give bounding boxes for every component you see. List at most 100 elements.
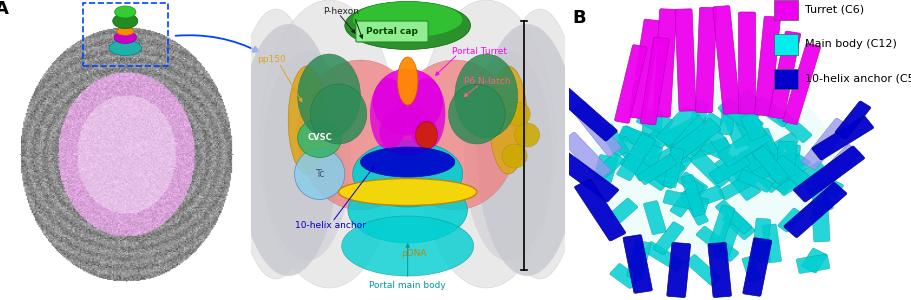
FancyBboxPatch shape xyxy=(739,12,755,114)
Ellipse shape xyxy=(114,32,137,44)
Ellipse shape xyxy=(344,2,471,50)
FancyBboxPatch shape xyxy=(613,136,655,177)
Bar xyxy=(774,34,798,55)
FancyBboxPatch shape xyxy=(663,148,684,188)
FancyBboxPatch shape xyxy=(617,134,656,181)
FancyBboxPatch shape xyxy=(623,235,652,293)
FancyBboxPatch shape xyxy=(759,153,805,193)
FancyBboxPatch shape xyxy=(778,208,804,232)
FancyBboxPatch shape xyxy=(675,9,696,111)
FancyBboxPatch shape xyxy=(562,132,611,180)
Ellipse shape xyxy=(455,54,517,138)
FancyBboxPatch shape xyxy=(773,155,810,186)
FancyBboxPatch shape xyxy=(722,210,755,240)
FancyBboxPatch shape xyxy=(736,116,771,159)
FancyBboxPatch shape xyxy=(685,100,710,142)
FancyBboxPatch shape xyxy=(643,242,685,272)
FancyBboxPatch shape xyxy=(777,161,825,196)
FancyBboxPatch shape xyxy=(597,153,625,178)
FancyBboxPatch shape xyxy=(754,16,781,116)
FancyBboxPatch shape xyxy=(667,242,691,298)
Ellipse shape xyxy=(361,147,455,177)
Text: P-hexon: P-hexon xyxy=(322,8,359,16)
FancyBboxPatch shape xyxy=(793,146,865,202)
FancyBboxPatch shape xyxy=(721,105,753,148)
Ellipse shape xyxy=(590,72,836,258)
FancyBboxPatch shape xyxy=(681,189,709,225)
FancyBboxPatch shape xyxy=(752,218,771,260)
Ellipse shape xyxy=(113,14,138,28)
FancyBboxPatch shape xyxy=(754,128,784,171)
FancyBboxPatch shape xyxy=(356,21,428,42)
Ellipse shape xyxy=(298,54,361,138)
FancyBboxPatch shape xyxy=(619,153,670,190)
FancyBboxPatch shape xyxy=(753,97,792,127)
FancyBboxPatch shape xyxy=(691,185,724,208)
Ellipse shape xyxy=(505,102,530,126)
FancyBboxPatch shape xyxy=(710,205,735,244)
FancyBboxPatch shape xyxy=(738,148,767,181)
FancyBboxPatch shape xyxy=(704,126,732,154)
FancyBboxPatch shape xyxy=(777,112,812,143)
Ellipse shape xyxy=(499,9,580,279)
Text: 10-helix anchor (C5): 10-helix anchor (C5) xyxy=(805,74,911,84)
Text: pp150: pp150 xyxy=(257,56,285,64)
FancyBboxPatch shape xyxy=(556,87,618,141)
FancyBboxPatch shape xyxy=(643,201,666,235)
FancyBboxPatch shape xyxy=(715,154,761,200)
FancyBboxPatch shape xyxy=(717,126,772,167)
Ellipse shape xyxy=(263,51,351,261)
Ellipse shape xyxy=(408,78,445,150)
FancyBboxPatch shape xyxy=(637,107,673,135)
Ellipse shape xyxy=(260,0,398,288)
FancyBboxPatch shape xyxy=(718,98,763,134)
FancyBboxPatch shape xyxy=(709,153,751,184)
FancyBboxPatch shape xyxy=(696,226,739,262)
FancyBboxPatch shape xyxy=(609,263,640,289)
FancyBboxPatch shape xyxy=(753,154,790,188)
Ellipse shape xyxy=(515,123,539,147)
FancyBboxPatch shape xyxy=(675,138,730,164)
Ellipse shape xyxy=(235,9,316,279)
FancyBboxPatch shape xyxy=(802,248,827,273)
Ellipse shape xyxy=(417,0,556,288)
FancyBboxPatch shape xyxy=(742,256,761,283)
FancyBboxPatch shape xyxy=(663,190,709,212)
FancyBboxPatch shape xyxy=(741,112,766,140)
Ellipse shape xyxy=(392,60,517,210)
FancyBboxPatch shape xyxy=(618,126,655,149)
Text: A: A xyxy=(0,0,9,18)
Text: B: B xyxy=(573,9,587,27)
FancyBboxPatch shape xyxy=(783,144,801,189)
FancyBboxPatch shape xyxy=(681,112,723,156)
FancyBboxPatch shape xyxy=(835,101,871,139)
FancyBboxPatch shape xyxy=(724,156,754,183)
FancyBboxPatch shape xyxy=(762,224,782,263)
FancyBboxPatch shape xyxy=(712,223,740,260)
FancyBboxPatch shape xyxy=(802,118,850,170)
FancyBboxPatch shape xyxy=(637,154,677,185)
Ellipse shape xyxy=(353,2,463,38)
Bar xyxy=(83,3,168,66)
FancyBboxPatch shape xyxy=(715,200,752,234)
FancyBboxPatch shape xyxy=(805,178,834,213)
FancyBboxPatch shape xyxy=(752,133,795,171)
Ellipse shape xyxy=(374,69,442,135)
FancyBboxPatch shape xyxy=(631,146,682,181)
Ellipse shape xyxy=(311,84,367,144)
FancyBboxPatch shape xyxy=(690,151,731,188)
Ellipse shape xyxy=(379,108,436,156)
FancyBboxPatch shape xyxy=(670,118,721,160)
Ellipse shape xyxy=(489,66,527,174)
FancyBboxPatch shape xyxy=(752,146,789,184)
Text: P6 N-latch: P6 N-latch xyxy=(465,76,511,85)
Ellipse shape xyxy=(353,141,463,207)
FancyBboxPatch shape xyxy=(756,238,771,262)
Bar xyxy=(774,0,798,20)
FancyBboxPatch shape xyxy=(609,198,638,223)
Ellipse shape xyxy=(294,148,345,200)
FancyBboxPatch shape xyxy=(730,144,774,183)
FancyBboxPatch shape xyxy=(736,90,768,117)
Ellipse shape xyxy=(238,24,339,276)
FancyBboxPatch shape xyxy=(783,44,821,124)
